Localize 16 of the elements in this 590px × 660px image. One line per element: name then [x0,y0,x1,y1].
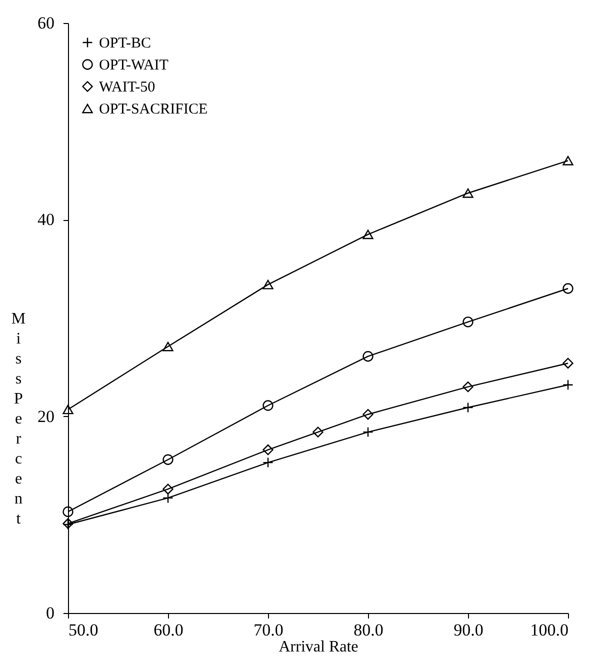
x-tick-label: 90.0 [454,620,484,640]
y-tick-label: 40 [38,210,54,230]
x-tick-label: 80.0 [354,620,384,640]
x-tick-label: 70.0 [254,620,284,640]
x-axis-title: Arrival Rate [278,638,358,656]
y-tick-label: 0 [46,604,54,622]
legend-label: WAIT-50 [99,80,156,96]
y-tick-label: 20 [38,406,54,426]
x-tick-label: 50.0 [68,620,98,640]
x-tick-label: 100.0 [530,620,568,640]
text: Miss Percent [11,310,26,528]
legend-label: OPT-WAIT [99,58,168,74]
y-tick-label: 60 [38,14,54,32]
legend-label: OPT-BC [99,36,151,52]
x-tick-label: 60.0 [154,620,184,640]
legend-label: OPT-SACRIFICE [99,102,208,118]
